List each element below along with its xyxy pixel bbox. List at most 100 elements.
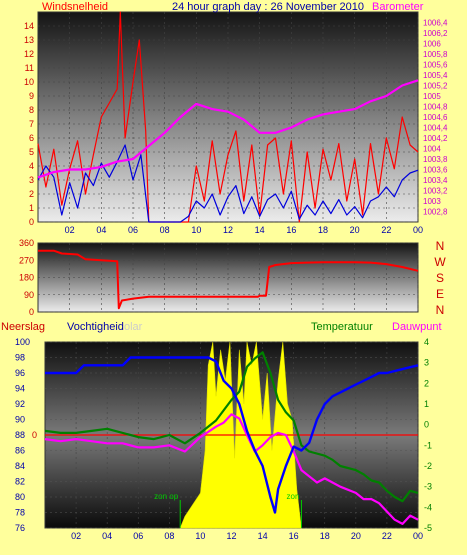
compass-label: N	[436, 239, 445, 253]
panel3-xtick: 02	[71, 531, 81, 541]
wind-label: Windsnelheid	[42, 1, 108, 13]
temperature-line	[44, 351, 419, 503]
panel1-xtick: 04	[96, 225, 106, 235]
panel1-ytick-left: 5	[29, 147, 34, 157]
panel3-xtick: 08	[164, 531, 174, 541]
panel3-ytick-left: 88	[15, 430, 25, 440]
panel3-ytick-left: 98	[15, 353, 25, 363]
panel3-ytick-right: 0	[424, 420, 429, 430]
panel1-ytick-right: 1004,6	[423, 113, 448, 122]
panel1-ytick-left: 11	[25, 63, 34, 73]
panel1-xtick: 14	[255, 225, 265, 235]
panel1-ytick-right: 1006	[423, 40, 441, 49]
panel3-xtick: 10	[195, 531, 205, 541]
panel1-ytick-left: 8	[29, 105, 34, 115]
panel1-xtick: 08	[160, 225, 170, 235]
panel3-xtick: 20	[351, 531, 361, 541]
panel3-ytick-left: 90	[15, 415, 25, 425]
panel1-ytick-right: 1003,8	[423, 155, 448, 164]
sunset-label: zon	[287, 492, 300, 501]
panel3-xtick: 14	[258, 531, 268, 541]
panel2-ytick: 90	[24, 290, 34, 300]
panel2-ytick: 270	[19, 255, 34, 265]
panel1-ytick-left: 0	[29, 217, 34, 227]
humidity-line	[45, 356, 419, 514]
panel1-xtick: 02	[65, 225, 75, 235]
panel1-ytick-left: 3	[29, 175, 34, 185]
panel1-ytick-right: 1004	[423, 145, 441, 154]
panel3-ytick-right: 1	[424, 399, 429, 409]
barometer-label: Barometer	[372, 1, 424, 13]
panel1-ytick-right: 1005,4	[423, 71, 448, 80]
panel3-ytick-left: 100	[15, 337, 30, 347]
vochtigheid-label: Vochtigheid	[67, 321, 124, 333]
wind-direction-line	[38, 249, 419, 310]
panel1-xtick: 10	[191, 225, 201, 235]
panel3-xtick: 18	[320, 531, 330, 541]
panel1-ytick-right: 1003	[423, 197, 441, 206]
panel1-ytick-left: 6	[29, 133, 34, 143]
solar-label: olar	[124, 321, 143, 333]
panel1-ytick-left: 12	[24, 49, 34, 59]
panel1-xtick: 00	[413, 225, 423, 235]
panel3-ytick-left: 80	[15, 492, 25, 502]
wind-speed-line	[37, 11, 419, 223]
panel1-ytick-left: 13	[24, 35, 34, 45]
panel3-xtick: 04	[102, 531, 112, 541]
panel3-ytick-left: 84	[15, 461, 25, 471]
panel1-ytick-right: 1005,2	[423, 82, 448, 91]
panel1-ytick-right: 1006,2	[423, 29, 448, 38]
panel1-xtick: 22	[381, 225, 391, 235]
panel3-ytick-right: -3	[424, 482, 432, 492]
panel3-ytick-right: -5	[424, 523, 432, 533]
wind-avg-line	[37, 144, 419, 223]
panel2-ytick: 360	[19, 238, 34, 248]
panel3-ytick-right: -4	[424, 502, 432, 512]
panel1-ytick-left: 7	[29, 119, 34, 129]
panel3-ytick-right: 3	[424, 358, 429, 368]
barometer-line	[37, 79, 419, 179]
neerslag-label: Neerslag	[1, 321, 45, 333]
panel1-ytick-left: 14	[24, 21, 34, 31]
panel3-ytick-right: 2	[424, 378, 429, 388]
panel1-ytick-right: 1006,4	[423, 19, 448, 28]
panel1-xtick: 12	[223, 225, 233, 235]
panel1-ytick-right: 1003,2	[423, 187, 448, 196]
panel3-ytick-left: 86	[15, 446, 25, 456]
panel1-xtick: 16	[286, 225, 296, 235]
panel1-ytick-right: 1004,4	[423, 124, 448, 133]
chart-title: 24 hour graph day : 26 November 2010	[172, 1, 364, 13]
panel1-ytick-right: 1004,2	[423, 134, 448, 143]
panel3-ytick-left: 82	[15, 477, 25, 487]
panel1-ytick-right: 1005	[423, 92, 441, 101]
compass-label: N	[436, 303, 445, 317]
sunrise-label: zon op	[154, 492, 179, 501]
panel3-xtick: 12	[226, 531, 236, 541]
panel1-ytick-left: 10	[24, 77, 34, 87]
panel1-ytick-right: 1005,6	[423, 61, 448, 70]
compass-label: W	[434, 255, 446, 269]
panel1-ytick-left: 2	[29, 189, 34, 199]
panel1-ytick-right: 1002,8	[423, 208, 448, 217]
rain-zero-label: 0	[32, 430, 37, 440]
panel3-ytick-right: -2	[424, 461, 432, 471]
dauwpunt-label: Dauwpunt	[392, 321, 442, 333]
panel2-ytick: 0	[29, 307, 34, 317]
panel3-xtick: 06	[133, 531, 143, 541]
panel1-ytick-right: 1004,8	[423, 103, 448, 112]
panel3-ytick-left: 76	[15, 523, 25, 533]
panel1-ytick-left: 9	[29, 91, 34, 101]
compass-label: E	[436, 287, 444, 301]
temperatuur-label: Temperatuur	[311, 321, 373, 333]
panel2-ytick: 180	[19, 273, 34, 283]
panel3-ytick-left: 96	[15, 368, 25, 378]
dewpoint-line	[44, 413, 419, 525]
panel3-ytick-right: -1	[424, 440, 432, 450]
panel3-ytick-left: 94	[15, 384, 25, 394]
panel1-xtick: 06	[128, 225, 138, 235]
panel3-ytick-right: 4	[424, 337, 429, 347]
panel1-ytick-right: 1003,4	[423, 176, 448, 185]
panel1-ytick-left: 4	[29, 161, 34, 171]
panel1-ytick-right: 1003,6	[423, 166, 448, 175]
